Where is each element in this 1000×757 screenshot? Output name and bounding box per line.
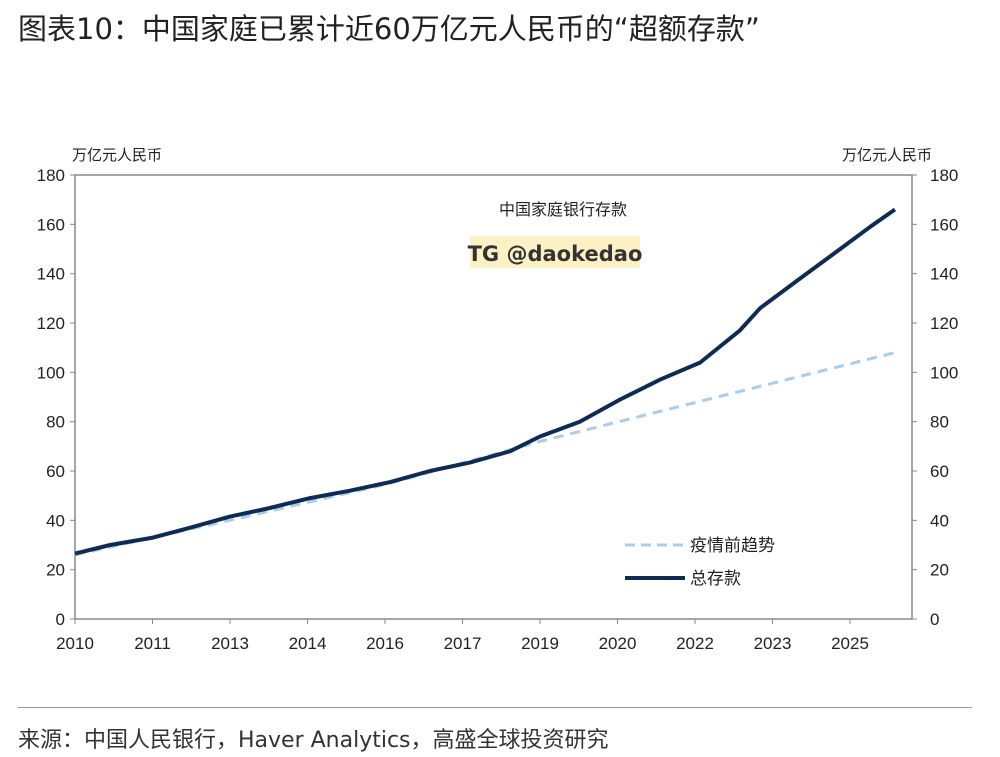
y-tick-label-left: 80: [46, 413, 65, 432]
y-tick-label-left: 120: [37, 314, 65, 333]
x-tick-label: 2025: [831, 634, 869, 653]
legend-trend-label: 疫情前趋势: [690, 536, 775, 556]
y-tick-label-left: 180: [37, 166, 65, 185]
footer-divider: [18, 707, 972, 708]
source-note: 来源：中国人民银行，Haver Analytics，高盛全球投资研究: [18, 728, 609, 753]
x-tick-label: 2016: [366, 634, 404, 653]
y-tick-label-left: 0: [56, 610, 65, 629]
y-tick-label-left: 20: [46, 561, 65, 580]
x-tick-label: 2022: [676, 634, 714, 653]
y-tick-label-right: 0: [930, 610, 939, 629]
y-tick-label-right: 60: [930, 462, 949, 481]
x-tick-label: 2011: [134, 634, 171, 653]
x-tick-label: 2017: [444, 634, 482, 653]
x-tick-label: 2019: [521, 634, 559, 653]
y-tick-label-right: 100: [930, 363, 958, 382]
y-tick-label-right: 140: [930, 265, 958, 284]
y-tick-label-right: 20: [930, 561, 949, 580]
y-tick-label-right: 180: [930, 166, 958, 185]
y-tick-label-left: 60: [46, 462, 65, 481]
right-axis-unit: 万亿元人民币: [842, 146, 932, 164]
x-tick-label: 2013: [211, 634, 249, 653]
y-tick-label-right: 120: [930, 314, 958, 333]
legend-total-label: 总存款: [690, 569, 741, 589]
chart-title: 中国家庭银行存款: [499, 200, 627, 219]
series-total-line: [74, 207, 897, 556]
x-tick-label: 2014: [289, 634, 327, 653]
left-axis-unit: 万亿元人民币: [72, 146, 162, 164]
x-tick-label: 2020: [599, 634, 637, 653]
y-tick-label-left: 40: [46, 511, 65, 530]
y-tick-label-left: 100: [37, 363, 65, 382]
y-tick-label-right: 40: [930, 511, 949, 530]
y-tick-label-left: 160: [37, 215, 65, 234]
x-tick-label: 2023: [754, 634, 792, 653]
y-tick-label-right: 80: [930, 413, 949, 432]
y-tick-label-right: 160: [930, 215, 958, 234]
plot-area: [74, 174, 913, 620]
x-tick-label: 2010: [56, 634, 94, 653]
y-tick-label-left: 140: [37, 265, 65, 284]
watermark: TG @daokedao: [468, 242, 643, 266]
watermark-bg: [470, 236, 640, 268]
figure-title: 图表10：中国家庭已累计近60万亿元人民币的“超额存款”: [18, 12, 760, 46]
